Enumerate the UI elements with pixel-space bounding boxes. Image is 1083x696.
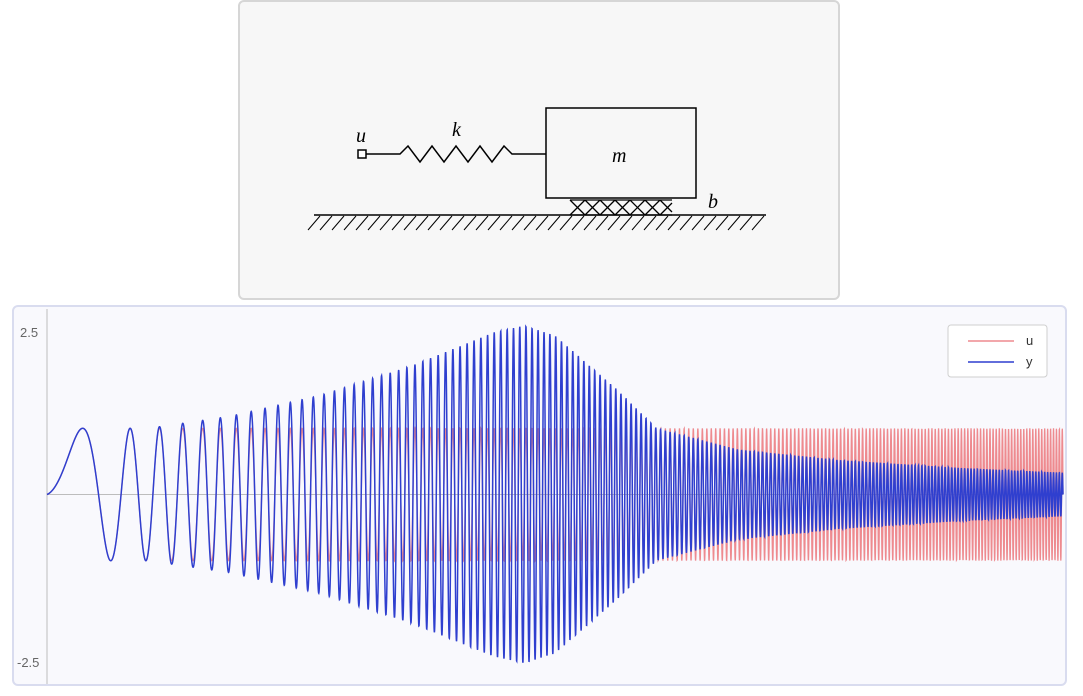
series-y-line <box>46 324 1064 664</box>
hatch-stroke <box>559 215 573 231</box>
hatch-stroke <box>343 215 357 231</box>
hatch-stroke <box>655 215 669 231</box>
hatch-stroke <box>487 215 501 231</box>
ground-hatch <box>307 215 765 231</box>
label-b: b <box>708 191 718 213</box>
hatch-stroke <box>391 215 405 231</box>
hatch-stroke <box>619 215 633 231</box>
hatch-stroke <box>607 215 621 231</box>
hatch-stroke <box>331 215 345 231</box>
hatch-stroke <box>643 215 657 231</box>
hatch-stroke <box>439 215 453 231</box>
chart-panel: 2.5 -2.5 u y <box>12 305 1067 686</box>
label-k: k <box>452 119 462 141</box>
damper-friction <box>569 199 673 216</box>
hatch-stroke <box>355 215 369 231</box>
y-tick-bottom: -2.5 <box>17 655 39 670</box>
legend-box <box>947 324 1048 378</box>
hatch-stroke <box>511 215 525 231</box>
hatch-stroke <box>475 215 489 231</box>
hatch-stroke <box>451 215 465 231</box>
hatch-stroke <box>583 215 597 231</box>
hatch-stroke <box>715 215 729 231</box>
hatch-stroke <box>691 215 705 231</box>
hatch-stroke <box>727 215 741 231</box>
hatch-stroke <box>739 215 753 231</box>
hatch-stroke <box>367 215 381 231</box>
hatch-stroke <box>307 215 321 231</box>
hatch-stroke <box>679 215 693 231</box>
legend-label-u: u <box>1026 333 1033 348</box>
diagram-panel: u k m b <box>238 0 840 300</box>
input-terminal <box>357 149 367 159</box>
label-u: u <box>356 125 366 147</box>
label-m: m <box>612 145 626 167</box>
hatch-stroke <box>403 215 417 231</box>
hatch-stroke <box>667 215 681 231</box>
hatch-stroke <box>319 215 333 231</box>
y-tick-top: 2.5 <box>20 325 38 340</box>
hatch-stroke <box>499 215 513 231</box>
legend-label-y: y <box>1026 354 1033 369</box>
hatch-stroke <box>751 215 765 231</box>
response-chart: 2.5 -2.5 u y <box>17 309 1064 684</box>
hatch-stroke <box>535 215 549 231</box>
hatch-stroke <box>379 215 393 231</box>
legend: u y <box>947 324 1048 378</box>
mass-block <box>545 107 697 199</box>
hatch-stroke <box>703 215 717 231</box>
hatch-stroke <box>547 215 561 231</box>
hatch-stroke <box>523 215 537 231</box>
spring <box>366 144 546 164</box>
mass-spring-damper-diagram: u k m b <box>307 107 766 231</box>
hatch-stroke <box>571 215 585 231</box>
hatch-stroke <box>631 215 645 231</box>
hatch-stroke <box>595 215 609 231</box>
hatch-stroke <box>427 215 441 231</box>
hatch-stroke <box>463 215 477 231</box>
hatch-stroke <box>415 215 429 231</box>
